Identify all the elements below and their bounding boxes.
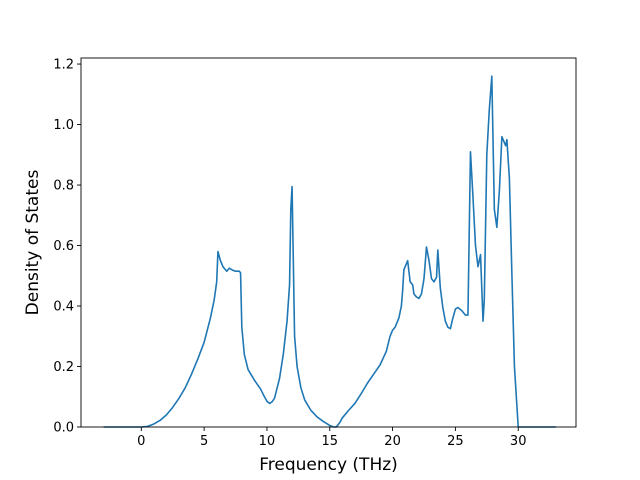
x-tick-label: 25 <box>447 434 464 449</box>
y-tick-label: 0.6 <box>53 239 74 254</box>
y-tick-label: 0.0 <box>53 421 74 436</box>
x-axis-label: Frequency (THz) <box>259 455 398 475</box>
x-tick-label: 5 <box>200 434 208 449</box>
y-tick-label: 0.2 <box>53 360 74 375</box>
y-tick-label: 1.0 <box>53 118 74 133</box>
x-tick-label: 15 <box>321 434 338 449</box>
y-tick-label: 1.2 <box>53 58 74 73</box>
dos-series-line <box>103 75 556 428</box>
axis-ticks: 0 5 10 15 20 25 30 0.0 0.2 0.4 0.6 0.8 1.0 1.2 <box>53 58 526 449</box>
plot-frame <box>80 57 577 428</box>
y-tick-label: 0.4 <box>53 300 74 315</box>
x-tick-label: 20 <box>384 434 401 449</box>
x-tick-label: 0 <box>137 434 145 449</box>
y-axis-label: Density of States <box>23 170 43 316</box>
plot-area <box>81 58 576 427</box>
x-tick-label: 10 <box>259 434 276 449</box>
y-tick-label: 0.8 <box>53 179 74 194</box>
x-tick-label: 30 <box>510 434 527 449</box>
